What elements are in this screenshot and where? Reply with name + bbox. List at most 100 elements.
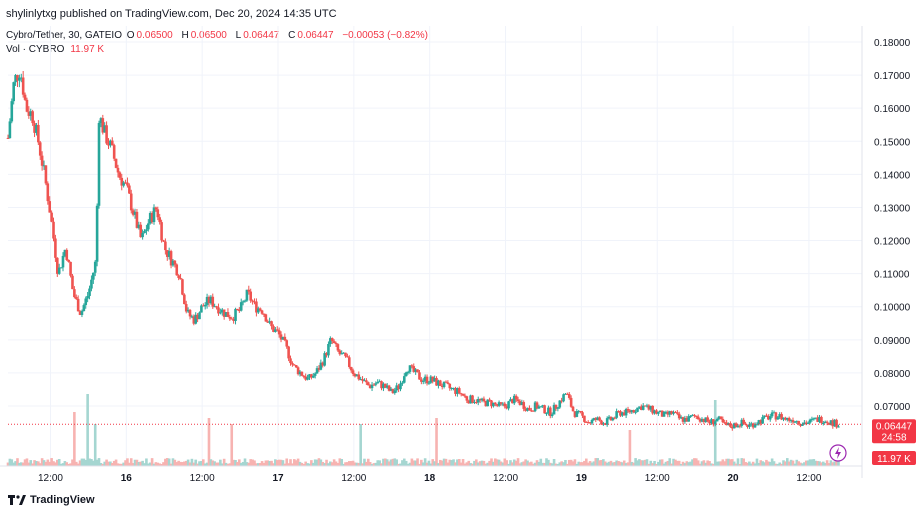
volume-bar (530, 461, 533, 466)
volume-bar (488, 460, 491, 466)
candle-body (780, 414, 783, 420)
volume-bar (615, 460, 618, 466)
volume-bar (456, 459, 459, 466)
candle-body (524, 408, 527, 411)
volume-bar (820, 462, 823, 466)
candle-body (80, 311, 84, 315)
volume-bar (48, 461, 52, 466)
tradingview-brand[interactable]: TradingView (8, 494, 95, 506)
volume-bar (325, 459, 328, 466)
volume-bar (425, 462, 429, 466)
candle-body (131, 210, 135, 215)
volume-bar (50, 458, 53, 466)
candle-body (645, 405, 649, 407)
flash-icon[interactable] (829, 444, 847, 462)
volume-bar (105, 459, 108, 466)
volume-bar (67, 463, 70, 466)
candle-body (636, 407, 639, 412)
candle-body (406, 371, 410, 373)
volume-bar (391, 458, 395, 466)
volume-bar (444, 458, 448, 466)
volume-bar (262, 462, 266, 466)
candle-body (512, 395, 516, 404)
volume-value: 11.97 K (70, 44, 105, 55)
candle-body (285, 340, 289, 347)
volume-bar (256, 463, 260, 466)
candle-body (746, 424, 749, 427)
volume-bar (281, 460, 285, 466)
candle-body (260, 310, 264, 314)
volume-bar (344, 462, 347, 466)
candle-body (184, 304, 188, 312)
time-tick-label: 12:00 (341, 473, 366, 484)
candle-body (808, 419, 812, 423)
candle-body (461, 393, 465, 396)
candle-body (672, 412, 675, 414)
candle-body (776, 417, 780, 420)
volume-bar (505, 460, 508, 466)
volume-bar (46, 459, 50, 466)
volume-bar (59, 463, 63, 466)
volume-bar (346, 462, 349, 466)
volume-bar (73, 412, 76, 466)
candle-body (147, 223, 150, 230)
volume-bar (385, 459, 389, 466)
volume-bar (154, 462, 158, 466)
candle-body (363, 380, 366, 382)
volume-bar (277, 459, 281, 466)
volume-bar (639, 460, 643, 466)
candle-body (319, 362, 323, 370)
candle-body (393, 390, 397, 394)
candle-body (596, 417, 599, 420)
volume-bar (150, 458, 154, 466)
candle-body (827, 422, 831, 425)
candle-body (160, 222, 163, 241)
candle-body (347, 357, 351, 367)
price-tag: 0.06447 24:58 (872, 419, 916, 444)
volume-bar (571, 461, 575, 466)
candle-body (712, 419, 715, 425)
volume-bar (253, 460, 256, 466)
volume-bar (605, 462, 609, 466)
volume-bar (317, 458, 321, 466)
price-tick-label: 0.13000 (874, 203, 911, 214)
volume-bar (92, 460, 95, 466)
volume-bar (116, 463, 120, 466)
candle-body (302, 375, 306, 377)
candle-body (585, 421, 588, 423)
candle-body (801, 424, 804, 426)
symbol-name[interactable]: Cybro/Tether, 30, GATEIO (6, 30, 122, 41)
candle-body (190, 316, 194, 318)
candle-body (592, 418, 596, 420)
volume-bar (818, 461, 821, 466)
candle-body (156, 209, 160, 218)
volume-bar (497, 459, 501, 466)
candle-body (37, 124, 40, 143)
volume-bar (829, 460, 833, 466)
price-axis[interactable]: 0.18000 0.17000 0.16000 0.15000 0.14000 0.130… (861, 26, 911, 478)
volume-bar (533, 462, 537, 466)
candle-body (317, 368, 321, 370)
volume-bar (86, 394, 89, 466)
candle-body (530, 410, 533, 412)
candle-body (755, 424, 759, 426)
volume-bar (495, 459, 499, 466)
volume-bar (554, 463, 558, 466)
candle-body (594, 418, 598, 420)
candle-body (467, 400, 471, 404)
candle-body (552, 404, 556, 415)
candle-body (272, 326, 275, 332)
candle-body (148, 213, 152, 224)
candle-body (54, 238, 57, 258)
candle-body (311, 375, 315, 378)
time-axis[interactable]: 12:00 16 12:00 17 12:00 18 12:00 19 12:00 20 12:00 (0, 465, 862, 484)
volume-bar (804, 460, 808, 466)
candle-body (668, 411, 672, 415)
volume-bar (706, 460, 709, 466)
volume-bar (509, 460, 512, 466)
candle-body (567, 393, 571, 398)
volume-bar (744, 461, 747, 466)
candle-body (757, 420, 761, 425)
volume-bar (452, 459, 455, 466)
